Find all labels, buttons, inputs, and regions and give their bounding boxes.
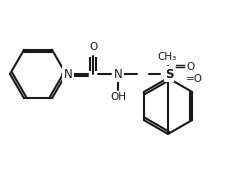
Text: O: O — [186, 62, 194, 72]
Text: S: S — [165, 68, 173, 81]
Text: CH₃: CH₃ — [157, 52, 177, 62]
Text: OH: OH — [110, 92, 126, 102]
Text: O: O — [89, 42, 97, 52]
Text: =O: =O — [186, 74, 203, 84]
Text: N: N — [64, 68, 72, 81]
Text: N: N — [114, 68, 122, 81]
